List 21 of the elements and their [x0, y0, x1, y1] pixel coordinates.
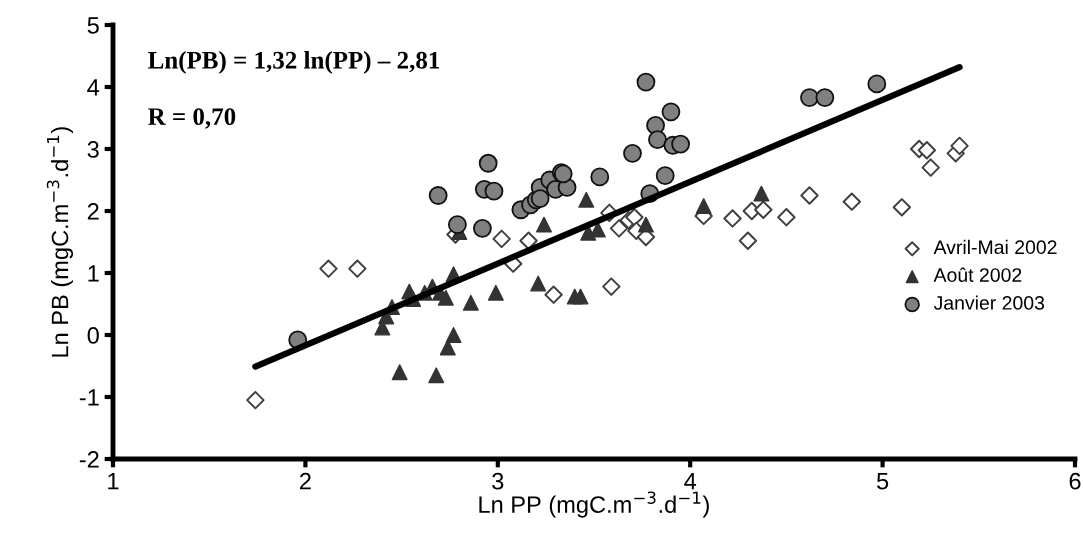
y-tick-label: 0 [87, 327, 99, 344]
y-tick-label: 4 [87, 79, 100, 96]
x-tick-label: 1 [108, 473, 119, 490]
legend-label: Août 2002 [933, 267, 1022, 282]
y-tick-label: 2 [87, 203, 99, 220]
y-tick-label: -1 [79, 389, 99, 406]
x-tick-label: 6 [1069, 472, 1081, 490]
x-tick-label: 4 [684, 473, 697, 490]
annotation: Ln(PB) = 1,32 ln(PP) – 2,81 [148, 51, 440, 74]
y-axis-title: Ln PB (mgC.m$^{−3}$.d$^{−1}$) [46, 127, 74, 357]
y-tick-label: -2 [79, 451, 99, 468]
x-axis-title: Ln PP (mgC.m$^{−3}$.d$^{−1}$) [479, 491, 709, 518]
x-tick-label: 2 [300, 472, 311, 490]
x-tick-label: 5 [876, 473, 889, 490]
y-tick-label: 5 [87, 17, 99, 34]
annotation: R = 0,70 [148, 108, 236, 129]
y-tick-label: 3 [87, 141, 99, 158]
legend-label: Janvier 2003 [933, 295, 1045, 310]
y-tick-label: 1 [88, 265, 99, 282]
x-tick-label: 3 [492, 472, 504, 490]
legend-label: Avril-Mai 2002 [933, 239, 1057, 255]
